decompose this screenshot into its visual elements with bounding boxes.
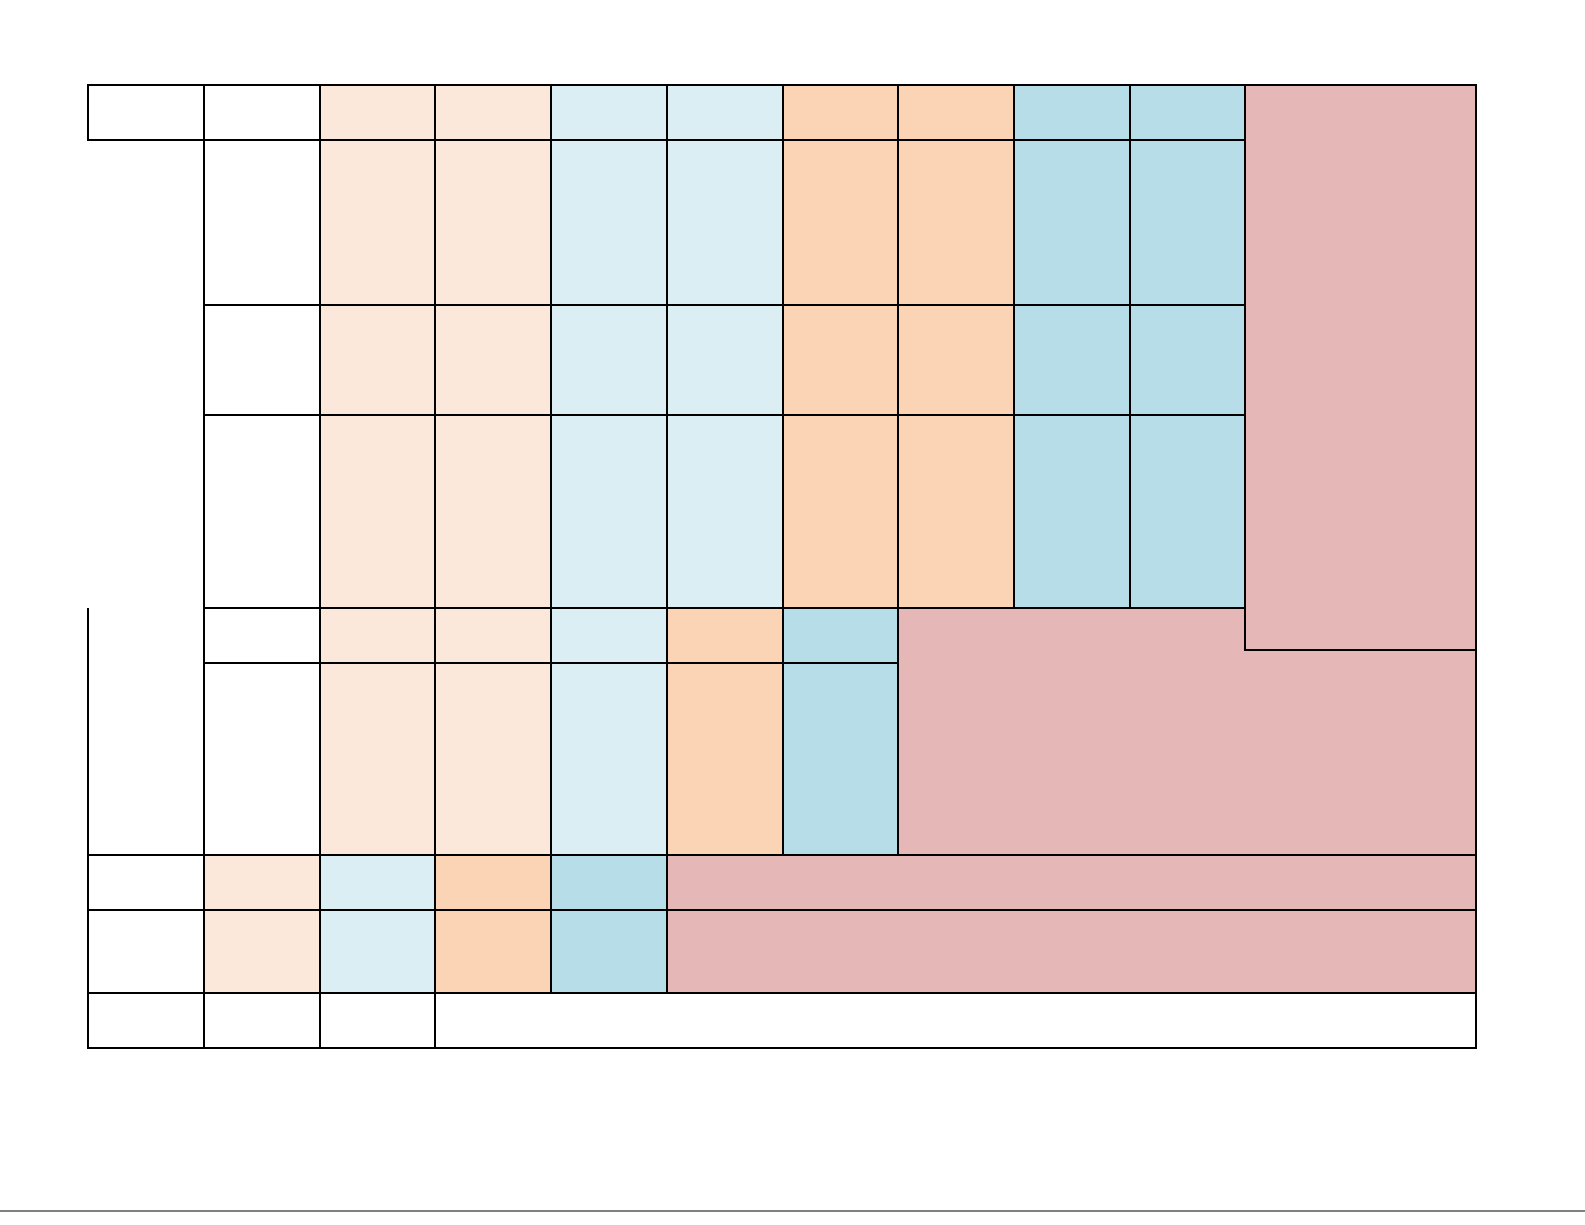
cell — [550, 909, 668, 994]
cell — [782, 662, 899, 856]
merged-cell — [666, 854, 1477, 911]
cell — [897, 414, 1015, 609]
cell — [1013, 84, 1131, 141]
cell — [666, 139, 784, 306]
cell — [782, 84, 899, 141]
cell — [203, 414, 321, 609]
cell — [319, 304, 436, 416]
cell — [1013, 304, 1131, 416]
cell — [897, 304, 1015, 416]
cell — [434, 607, 552, 664]
cell — [782, 607, 899, 664]
cell — [1129, 304, 1246, 416]
cell-block — [87, 84, 1477, 1049]
cell — [319, 139, 436, 306]
cell — [87, 84, 205, 141]
merged-cell — [666, 909, 1477, 994]
cell — [550, 854, 668, 911]
cell — [666, 607, 784, 664]
cell — [203, 854, 321, 911]
cell — [782, 414, 899, 609]
cell — [203, 304, 321, 416]
cell — [203, 607, 321, 664]
cell — [550, 139, 668, 306]
cell — [434, 662, 552, 856]
cell — [203, 84, 321, 141]
cell — [550, 414, 668, 609]
cell — [319, 84, 436, 141]
cell — [434, 414, 552, 609]
cell — [434, 909, 552, 994]
cell — [319, 909, 436, 994]
cell — [319, 854, 436, 911]
cell — [87, 854, 205, 911]
cell — [434, 84, 552, 141]
cell — [666, 304, 784, 416]
cell — [203, 662, 321, 856]
cell — [666, 414, 784, 609]
cell — [434, 139, 552, 306]
cell — [319, 607, 436, 664]
cell — [203, 992, 321, 1049]
cell — [87, 909, 205, 994]
cell — [897, 84, 1015, 141]
cell — [434, 304, 552, 416]
merged-cell — [1244, 84, 1477, 651]
cell — [319, 992, 436, 1049]
cell — [203, 909, 321, 994]
cell — [782, 304, 899, 416]
cell — [87, 992, 205, 1049]
cell — [782, 139, 899, 306]
cell — [897, 139, 1015, 306]
cell — [1013, 414, 1131, 609]
cell — [666, 662, 784, 856]
cell — [550, 607, 668, 664]
cell — [550, 84, 668, 141]
cell — [1129, 139, 1246, 306]
cell — [1129, 414, 1246, 609]
cell — [1013, 139, 1131, 306]
cell — [666, 84, 784, 141]
cell — [1129, 84, 1246, 141]
cell — [550, 662, 668, 856]
cell — [203, 139, 321, 306]
cell — [434, 854, 552, 911]
cell — [319, 414, 436, 609]
cell — [550, 304, 668, 416]
cell — [319, 662, 436, 856]
cell — [434, 992, 1477, 1049]
